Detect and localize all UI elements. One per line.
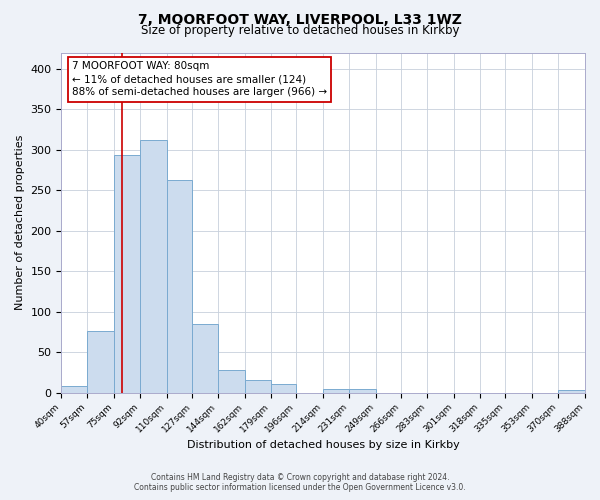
Bar <box>193 324 218 392</box>
Bar <box>114 156 140 392</box>
Y-axis label: Number of detached properties: Number of detached properties <box>15 135 25 310</box>
X-axis label: Distribution of detached houses by size in Kirkby: Distribution of detached houses by size … <box>187 440 460 450</box>
Bar <box>323 388 349 392</box>
Text: Contains HM Land Registry data © Crown copyright and database right 2024.
Contai: Contains HM Land Registry data © Crown c… <box>134 473 466 492</box>
Bar <box>140 140 167 392</box>
Bar <box>245 380 271 392</box>
Bar <box>558 390 585 392</box>
Text: Size of property relative to detached houses in Kirkby: Size of property relative to detached ho… <box>141 24 459 37</box>
Bar <box>61 386 87 392</box>
Bar <box>167 180 193 392</box>
Bar <box>87 331 114 392</box>
Bar <box>349 388 376 392</box>
Text: 7, MOORFOOT WAY, LIVERPOOL, L33 1WZ: 7, MOORFOOT WAY, LIVERPOOL, L33 1WZ <box>138 12 462 26</box>
Bar <box>271 384 296 392</box>
Bar <box>218 370 245 392</box>
Text: 7 MOORFOOT WAY: 80sqm
← 11% of detached houses are smaller (124)
88% of semi-det: 7 MOORFOOT WAY: 80sqm ← 11% of detached … <box>72 61 327 98</box>
